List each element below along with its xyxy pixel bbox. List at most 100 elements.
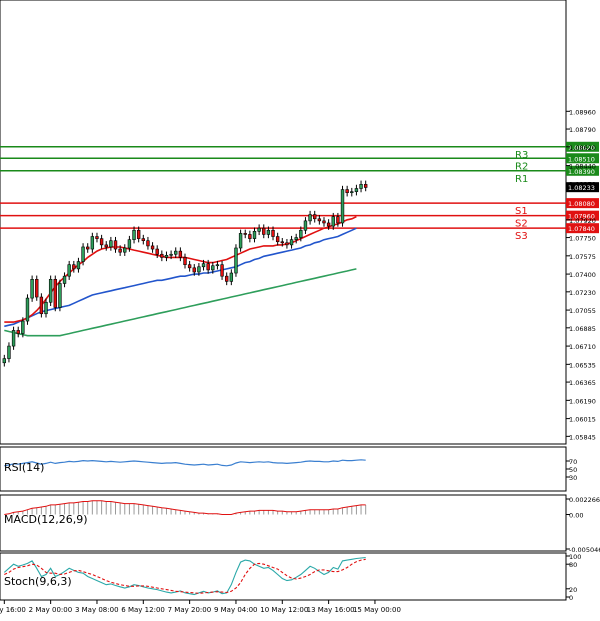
stoch-tick-label: 80 <box>569 561 577 569</box>
time-tick-label: 2 May 00:00 <box>29 606 73 614</box>
candle-body <box>164 255 169 258</box>
current-price-box <box>566 182 599 193</box>
macd-panel: 0.002266 0.00 -0.005046 MACD(12,26,9) <box>0 494 600 554</box>
candle-body <box>48 279 53 303</box>
macd-signal-line <box>4 500 366 515</box>
candle-body <box>326 222 331 227</box>
time-tick-label: 13 May 16:00 <box>307 606 355 614</box>
level-value-box <box>566 223 599 234</box>
level-name-r2: R2 <box>515 161 528 172</box>
candle-body <box>30 279 34 299</box>
candle-body <box>123 247 127 253</box>
candle-body <box>11 330 16 347</box>
stoch-panel-frame <box>0 552 567 601</box>
candle-body <box>39 296 44 315</box>
candle-body <box>271 229 275 237</box>
candle-body <box>294 237 298 240</box>
price-tick-label: 1.07920 <box>569 217 596 225</box>
candle-body <box>2 358 7 364</box>
candle-body <box>359 184 363 189</box>
time-tick-label: 3 May 08:00 <box>75 606 119 614</box>
candles-layer <box>2 180 368 367</box>
price-tick-label: 1.08440 <box>569 163 596 171</box>
candle-body <box>136 229 141 239</box>
candle-body <box>345 189 349 193</box>
time-tick-label: 10 May 12:00 <box>260 606 308 614</box>
candle-body <box>58 283 62 308</box>
candle-body <box>229 272 234 282</box>
candle-body <box>81 246 85 262</box>
candle-body <box>72 264 76 270</box>
time-axis-layer: 1 May 16:002 May 00:003 May 08:006 May 1… <box>0 600 401 614</box>
candle-body <box>322 220 326 224</box>
candle-body <box>127 239 132 249</box>
candle-body <box>206 263 210 271</box>
candle-body <box>90 236 95 250</box>
time-tick-label: 15 May 00:00 <box>353 606 401 614</box>
price-tick-label: 1.06885 <box>569 325 596 333</box>
candle-body <box>243 233 247 235</box>
stoch-k-line <box>3 557 366 596</box>
macd-tick-label: 0.00 <box>569 511 583 519</box>
candle-body <box>104 244 108 248</box>
rsi-panel-frame <box>0 446 567 492</box>
level-value-label: 1.08620 <box>568 144 595 152</box>
ma-blue-line <box>4 227 357 328</box>
macd-tick-label: -0.005046 <box>569 546 600 554</box>
price-tick-label: 1.08790 <box>569 126 596 134</box>
candle-body <box>183 257 187 265</box>
candle-body <box>174 250 178 255</box>
price-tick-label: 1.07750 <box>569 235 596 243</box>
price-tick-label: 1.07400 <box>569 271 596 279</box>
candle-body <box>215 264 220 267</box>
candle-body <box>248 234 252 239</box>
candle-body <box>336 216 340 224</box>
candle-body <box>86 246 90 250</box>
candle-body <box>201 263 206 268</box>
time-tick-label: 9 May 04:00 <box>214 606 258 614</box>
level-name-r3: R3 <box>515 150 528 161</box>
level-value-label: 1.07960 <box>568 213 595 221</box>
level-value-label: 1.08510 <box>568 155 595 163</box>
candle-body <box>275 236 280 243</box>
candle-body <box>16 330 20 334</box>
candle-body <box>238 233 243 249</box>
time-tick-label: 1 May 16:00 <box>0 606 26 614</box>
stoch-d-line <box>4 558 366 594</box>
price-tick-label: 1.06535 <box>569 361 596 369</box>
candle-body <box>211 265 215 271</box>
candle-body <box>303 220 308 231</box>
level-value-box <box>566 210 599 221</box>
candle-body <box>197 266 201 273</box>
price-panel-frame <box>0 0 567 445</box>
candle-body <box>266 229 271 235</box>
level-name-s3: S3 <box>515 231 528 242</box>
price-tick-label: 1.07230 <box>569 289 596 297</box>
level-value-box <box>566 198 599 209</box>
candle-body <box>7 345 11 359</box>
time-tick-label: 6 May 12:00 <box>121 606 165 614</box>
candle-body <box>21 320 25 334</box>
macd-tick-label: 0.002266 <box>569 496 600 504</box>
candle-body <box>289 239 294 246</box>
candle-body <box>132 229 136 240</box>
macd-panel-frame <box>0 494 567 552</box>
level-value-box <box>566 153 599 164</box>
rsi-line <box>4 459 366 467</box>
level-value-label: 1.07840 <box>568 225 595 233</box>
candle-body <box>67 264 71 277</box>
price-tick-label: 1.06015 <box>569 416 596 424</box>
stoch-tick-label: 100 <box>569 553 581 561</box>
candle-body <box>340 189 345 224</box>
candle-body <box>95 236 99 239</box>
candle-body <box>257 227 261 232</box>
candle-body <box>35 279 39 298</box>
time-tick-label: 7 May 20:00 <box>168 606 212 614</box>
level-name-s2: S2 <box>515 219 528 230</box>
price-tick-label: 1.06710 <box>569 343 596 351</box>
stoch-tick-label: 20 <box>569 586 577 594</box>
candle-body <box>313 214 317 220</box>
